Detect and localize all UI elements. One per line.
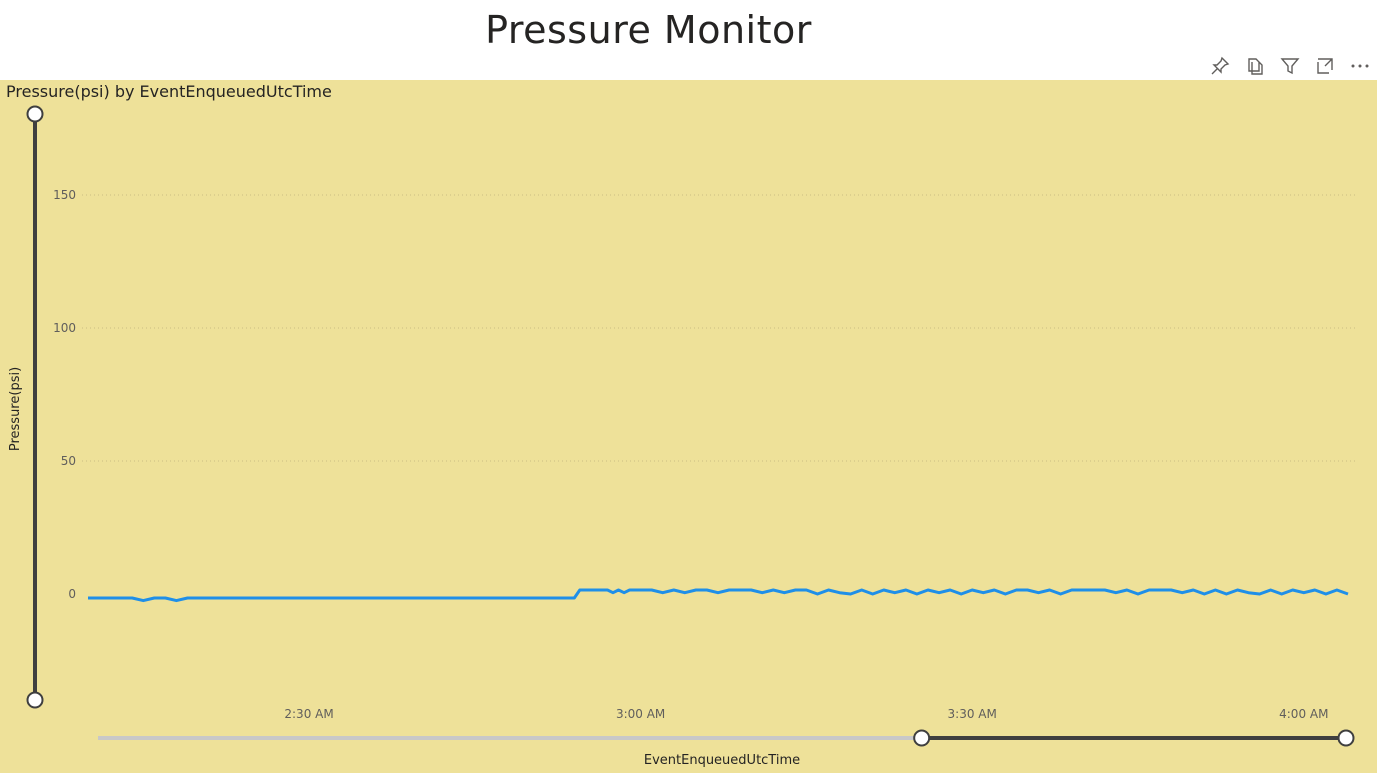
x-axis-title: EventEnqueuedUtcTime [644, 753, 800, 768]
x-range-slider-start-handle[interactable] [913, 729, 931, 747]
y-tick-label: 0 [68, 587, 76, 601]
visual-title: Pressure(psi) by EventEnqueuedUtcTime [6, 82, 332, 101]
filter-button[interactable] [1276, 54, 1303, 78]
visual-toolbar [1206, 54, 1373, 78]
series-line-0 [88, 588, 1349, 603]
pin-icon [1211, 56, 1229, 75]
copy-visual-button[interactable] [1241, 54, 1268, 78]
focus-mode-button[interactable] [1311, 54, 1338, 78]
x-range-slider-end-handle[interactable] [1337, 729, 1355, 747]
more-options-button[interactable] [1346, 54, 1373, 78]
y-tick-label: 100 [53, 321, 76, 335]
x-tick-label: 4:00 AM [1279, 707, 1328, 721]
x-tick-label: 2:30 AM [284, 707, 333, 721]
more-options-icon [1351, 64, 1368, 68]
page-title: Pressure Monitor [485, 8, 812, 52]
y-tick-label: 50 [61, 454, 76, 468]
pin-visual-button[interactable] [1206, 54, 1233, 78]
y-axis-title: Pressure(psi) [8, 367, 23, 451]
filter-icon [1279, 58, 1300, 75]
x-tick-label: 3:00 AM [616, 707, 665, 721]
focus-mode-icon [1316, 58, 1333, 74]
x-tick-label: 3:30 AM [948, 707, 997, 721]
chart-canvas: 0 50 100 150 2:30 AM 3:00 AM 3:30 AM 4:00 AM Pre… [8, 105, 1358, 768]
line-chart-visual[interactable]: 0 50 100 150 2:30 AM 3:00 AM 3:30 AM 4:00 AM Pre… [0, 80, 1377, 773]
y-range-slider-bottom-handle[interactable] [26, 691, 44, 709]
y-tick-label: 150 [53, 188, 76, 202]
y-range-slider-top-handle[interactable] [26, 105, 44, 123]
copy-icon [1247, 58, 1263, 75]
